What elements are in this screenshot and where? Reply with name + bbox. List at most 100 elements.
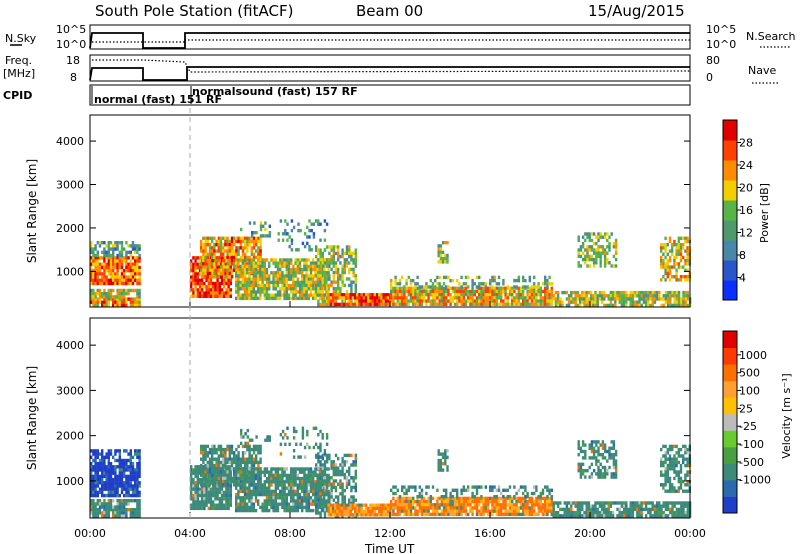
- scatter-cell: [306, 235, 309, 239]
- scatter-cell: [123, 247, 126, 251]
- scatter-cell: [533, 275, 536, 280]
- scatter-cell: [131, 272, 135, 276]
- scatter-cell: [274, 476, 277, 481]
- scatter-cell: [241, 249, 245, 253]
- scatter-cell: [352, 460, 355, 464]
- scatter-cell: [239, 496, 242, 500]
- scatter-cell: [500, 512, 503, 517]
- scatter-cell: [136, 505, 139, 509]
- scatter-cell: [439, 253, 443, 258]
- scatter-cell: [438, 293, 441, 297]
- scatter-cell: [491, 289, 494, 294]
- scatter-cell: [546, 296, 549, 300]
- scatter-cell: [276, 480, 280, 484]
- scatter-cell: [265, 505, 269, 510]
- scatter-cell: [412, 286, 415, 290]
- scatter-cell: [334, 503, 337, 507]
- scatter-cell: [309, 473, 313, 478]
- scatter-cell: [330, 245, 333, 249]
- scatter-cell: [107, 477, 110, 482]
- scatter-cell: [246, 473, 249, 478]
- scatter-cell: [237, 277, 240, 281]
- scatter-cell: [360, 299, 363, 303]
- scatter-cell: [606, 251, 609, 255]
- scatter-cell: [316, 508, 319, 513]
- scatter-cell: [252, 508, 255, 513]
- scatter-cell: [248, 486, 251, 490]
- scatter-cell: [544, 286, 547, 290]
- scatter-cell: [343, 251, 346, 256]
- scatter-cell: [482, 499, 485, 504]
- scatter-cell: [345, 245, 349, 249]
- scatter-cell: [127, 265, 130, 270]
- scatter-cell: [354, 472, 357, 477]
- scatter-cell: [412, 296, 415, 300]
- scatter-cell: [226, 265, 229, 269]
- scatter-cell: [653, 300, 657, 304]
- scatter-cell: [442, 282, 446, 286]
- scatter-cell: [438, 512, 441, 517]
- scatter-cell: [409, 506, 413, 510]
- scatter-cell: [473, 499, 476, 504]
- scatter-cell: [92, 250, 95, 254]
- scatter-cell: [337, 280, 340, 284]
- scatter-cell: [627, 297, 630, 301]
- scatter-cell: [294, 492, 297, 497]
- scatter-cell: [259, 460, 262, 465]
- scatter-cell: [230, 451, 234, 455]
- scatter-cell: [235, 467, 238, 471]
- scatter-cell: [233, 243, 236, 247]
- scatter-cell: [112, 281, 115, 286]
- scatter-cell: [506, 285, 509, 289]
- scatter-cell: [317, 222, 320, 226]
- scatter-cell: [294, 293, 297, 297]
- scatter-cell: [250, 239, 253, 244]
- scatter-cell: [134, 484, 137, 488]
- scatter-cell: [305, 277, 308, 281]
- scatter-cell: [240, 432, 243, 436]
- scatter-cell: [136, 487, 139, 491]
- scatter-cell: [283, 499, 286, 503]
- scatter-cell: [550, 282, 553, 286]
- scatter-cell: [244, 239, 247, 244]
- scatter-cell: [609, 297, 613, 301]
- scatter-cell: [647, 294, 650, 298]
- scatter-cell: [250, 473, 253, 478]
- scatter-cell: [263, 486, 266, 490]
- scatter-cell: [286, 232, 289, 236]
- scatter-cell: [350, 476, 353, 480]
- scatter-cell: [574, 297, 577, 301]
- scatter-cell: [200, 463, 203, 468]
- scatter-cell: [204, 275, 207, 279]
- scatter-cell: [343, 270, 346, 275]
- scatter-cell: [420, 495, 424, 499]
- scatter-cell: [418, 296, 421, 300]
- scatter-cell: [257, 258, 260, 262]
- scatter-cell: [467, 289, 470, 294]
- scatter-cell: [244, 451, 247, 455]
- scatter-cell: [489, 509, 492, 513]
- scatter-cell: [515, 278, 518, 283]
- scatter-cell: [500, 503, 503, 507]
- scatter-cell: [224, 236, 227, 240]
- scatter-cell: [307, 264, 310, 269]
- scatter-cell: [438, 299, 441, 303]
- scatter-cell: [327, 271, 330, 275]
- scatter-cell: [519, 496, 523, 501]
- scatter-cell: [473, 506, 476, 510]
- scatter-cell: [305, 271, 308, 275]
- scatter-cell: [194, 500, 197, 504]
- scatter-cell: [677, 265, 680, 269]
- scatter-cell: [239, 271, 242, 275]
- scatter-cell: [92, 292, 95, 296]
- scatter-cell: [290, 238, 294, 242]
- scatter-cell: [315, 492, 318, 496]
- scatter-cell: [192, 278, 195, 282]
- scatter-cell: [246, 463, 249, 468]
- scatter-cell: [668, 278, 672, 282]
- scatter-cell: [513, 506, 516, 510]
- scatter-cell: [401, 289, 404, 294]
- scatter-cell: [219, 463, 223, 468]
- scatter-cell: [493, 293, 496, 297]
- scatter-cell: [375, 506, 379, 511]
